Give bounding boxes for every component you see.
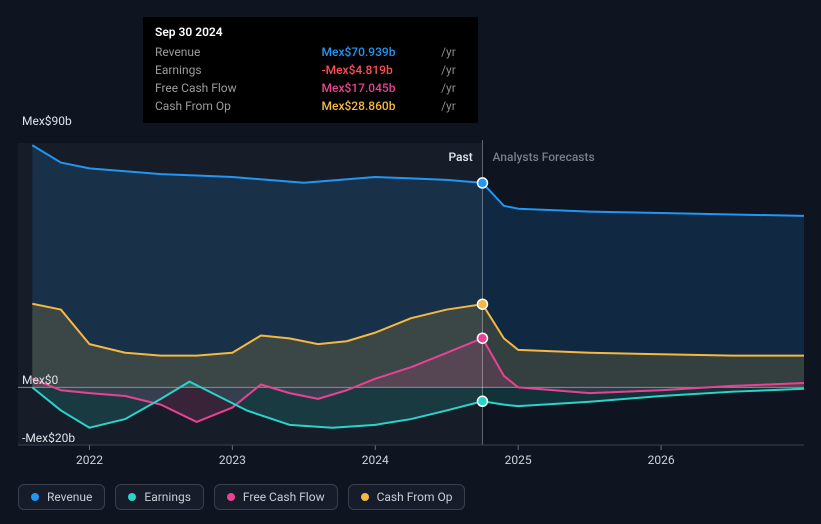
x-axis-tick-label: 2024 — [362, 453, 389, 467]
tooltip-row: Free Cash FlowMex$17.045b/yr — [155, 79, 466, 97]
y-axis-tick-label: Mex$90b — [22, 114, 72, 128]
tooltip-row: Cash From OpMex$28.860b/yr — [155, 97, 466, 115]
y-axis-tick-label: -Mex$20b — [22, 431, 75, 445]
x-axis-tick-label: 2025 — [505, 453, 532, 467]
forecast-label: Analysts Forecasts — [492, 150, 594, 164]
legend-label: Revenue — [47, 490, 92, 504]
x-axis-tick-label: 2026 — [648, 453, 675, 467]
legend-item-fcf[interactable]: Free Cash Flow — [214, 484, 338, 510]
tooltip-table: RevenueMex$70.939b/yrEarnings-Mex$4.819b… — [155, 43, 466, 115]
legend-item-cfo[interactable]: Cash From Op — [348, 484, 466, 510]
legend-dot-icon — [31, 493, 39, 501]
tooltip-row: Earnings-Mex$4.819b/yr — [155, 61, 466, 79]
legend-label: Free Cash Flow — [243, 490, 325, 504]
tooltip-date: Sep 30 2024 — [155, 25, 466, 39]
legend-item-revenue[interactable]: Revenue — [18, 484, 105, 510]
chart-legend: Revenue Earnings Free Cash Flow Cash From O… — [18, 484, 465, 510]
legend-label: Earnings — [144, 490, 191, 504]
tooltip-row: RevenueMex$70.939b/yr — [155, 43, 466, 61]
legend-dot-icon — [227, 493, 235, 501]
chart-tooltip: Sep 30 2024 RevenueMex$70.939b/yrEarning… — [143, 17, 478, 123]
past-label: Past — [448, 150, 472, 164]
legend-dot-icon — [128, 493, 136, 501]
legend-label: Cash From Op — [377, 490, 453, 504]
legend-item-earnings[interactable]: Earnings — [115, 484, 204, 510]
x-axis-tick-label: 2022 — [76, 453, 103, 467]
y-axis-tick-label: Mex$0 — [22, 373, 58, 387]
x-axis-tick-label: 2023 — [219, 453, 246, 467]
legend-dot-icon — [361, 493, 369, 501]
chart-container: Sep 30 2024 RevenueMex$70.939b/yrEarning… — [0, 0, 821, 524]
